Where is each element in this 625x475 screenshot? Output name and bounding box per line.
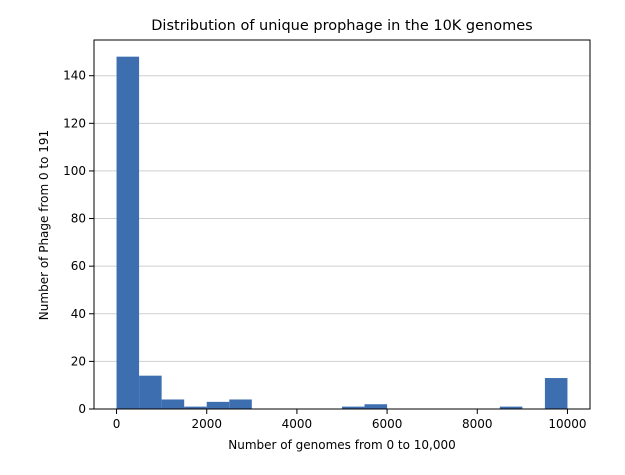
- y-gridlines: [94, 75, 590, 362]
- histogram-bar-3: [184, 406, 207, 409]
- y-tick-label-1: 20: [71, 354, 86, 368]
- histogram-bar-2: [161, 399, 185, 409]
- x-tick-label-5: 10000: [548, 417, 586, 431]
- y-tick-label-0: 0: [78, 402, 86, 416]
- plot-frame: [93, 39, 591, 410]
- x-tick-label-2: 4000: [282, 417, 313, 431]
- y-tick-label-5: 100: [63, 164, 86, 178]
- histogram-bar-0: [116, 56, 140, 409]
- histogram-bar-4: [206, 401, 230, 409]
- x-tick-label-4: 8000: [462, 417, 493, 431]
- x-axis-ticks: 0 2000 4000 6000 8000 10000: [113, 409, 587, 431]
- histogram-bar-5: [229, 399, 252, 409]
- histogram-bar-10: [342, 406, 365, 409]
- histogram-bar-1: [139, 375, 162, 409]
- histogram-bar-19: [544, 378, 568, 409]
- y-tick-label-3: 60: [71, 259, 86, 273]
- y-tick-label-6: 120: [63, 116, 86, 130]
- x-tick-label-0: 0: [113, 417, 121, 431]
- histogram-bar-11: [364, 404, 388, 409]
- y-axis-ticks: 0 20 40 60 80 100 120 140: [63, 69, 94, 416]
- x-axis-label: Number of genomes from 0 to 10,000: [228, 438, 456, 452]
- x-tick-label-3: 6000: [372, 417, 403, 431]
- chart-title: Distribution of unique prophage in the 1…: [151, 18, 532, 34]
- x-tick-label-1: 2000: [191, 417, 222, 431]
- histogram-bars: [116, 56, 568, 409]
- y-tick-label-7: 140: [63, 69, 86, 83]
- y-tick-label-2: 40: [71, 307, 86, 321]
- y-axis-label: Number of Phage from 0 to 191: [37, 130, 51, 320]
- y-tick-label-4: 80: [71, 212, 86, 226]
- histogram-bar-17: [499, 406, 523, 409]
